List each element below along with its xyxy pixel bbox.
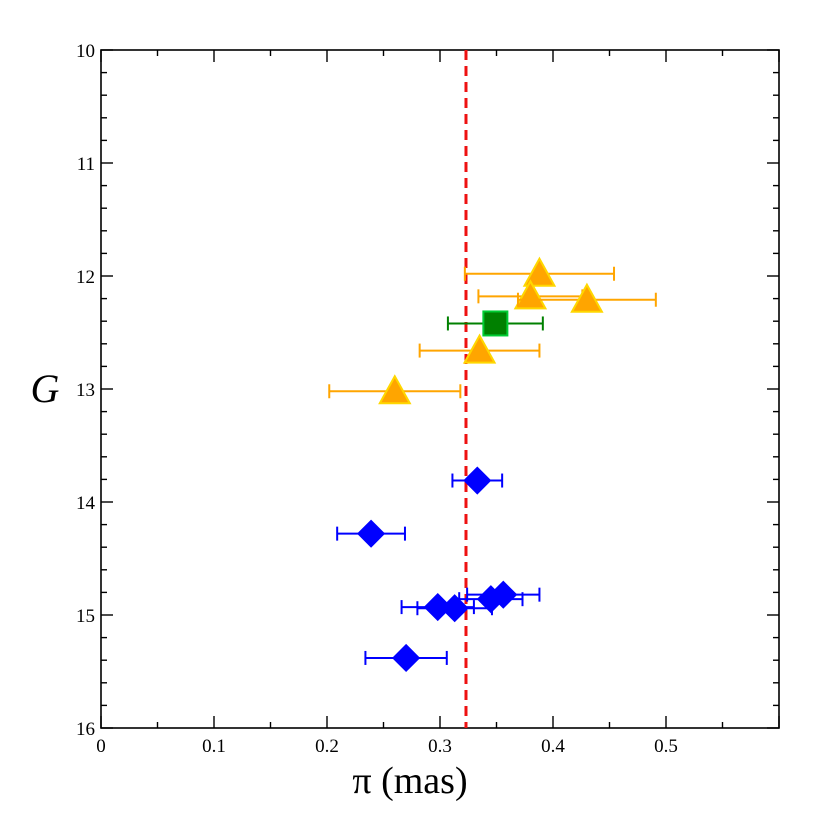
x-tick-label: 0.3 [428,736,452,757]
y-tick-label: 11 [77,154,95,175]
data-point-diamond [476,585,505,614]
y-axis-title: G [31,366,60,411]
x-axis-title: π (mas) [352,760,467,802]
data-point-square [482,310,509,337]
data-point-triangle [462,333,497,364]
y-tick-label: 12 [76,267,95,288]
y-tick-label: 15 [76,606,95,627]
y-tick-label: 13 [76,380,95,401]
y-tick-label: 10 [76,41,95,62]
data-point-triangle [513,279,548,310]
data-point-triangle [522,256,557,287]
plot-area: 0 0.1 0.2 0.3 0.4 0.5 10 11 12 13 14 15 16 [76,41,780,757]
data-point-triangle [570,282,604,313]
x-tick-label: 0.5 [654,736,678,757]
plot-frame [100,49,780,729]
data-point-diamond [440,594,469,623]
x-tick-label: 0 [96,736,106,757]
x-tick-label: 0.4 [541,736,565,757]
y-tick-label: 14 [76,493,96,514]
x-tick-label: 0.2 [315,736,339,757]
data-point-diamond [463,466,492,495]
y-tick-label: 16 [76,719,95,740]
data-point-diamond [357,519,386,548]
data-point-triangle [378,374,412,405]
data-point-diamond [392,643,421,673]
x-tick-label: 0.1 [202,736,226,757]
